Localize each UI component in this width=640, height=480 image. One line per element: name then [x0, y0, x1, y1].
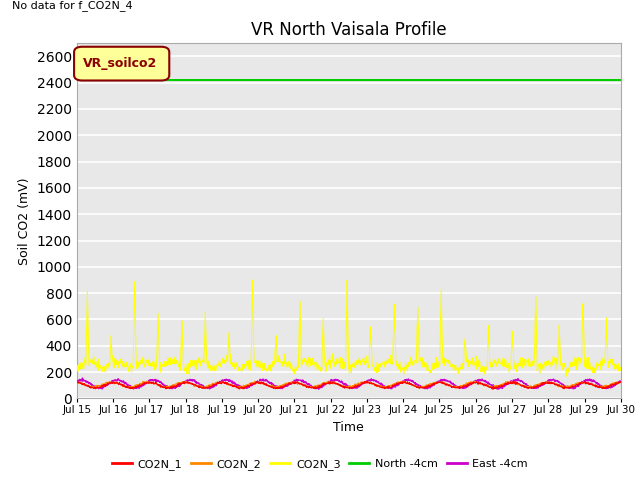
X-axis label: Time: Time [333, 421, 364, 434]
Text: No data for f_CO2N_4: No data for f_CO2N_4 [12, 0, 132, 12]
Text: VR_soilco2: VR_soilco2 [83, 57, 157, 70]
FancyBboxPatch shape [74, 47, 169, 81]
Legend: CO2N_1, CO2N_2, CO2N_3, North -4cm, East -4cm: CO2N_1, CO2N_2, CO2N_3, North -4cm, East… [108, 455, 532, 474]
Y-axis label: Soil CO2 (mV): Soil CO2 (mV) [18, 177, 31, 264]
Title: VR North Vaisala Profile: VR North Vaisala Profile [251, 21, 447, 39]
